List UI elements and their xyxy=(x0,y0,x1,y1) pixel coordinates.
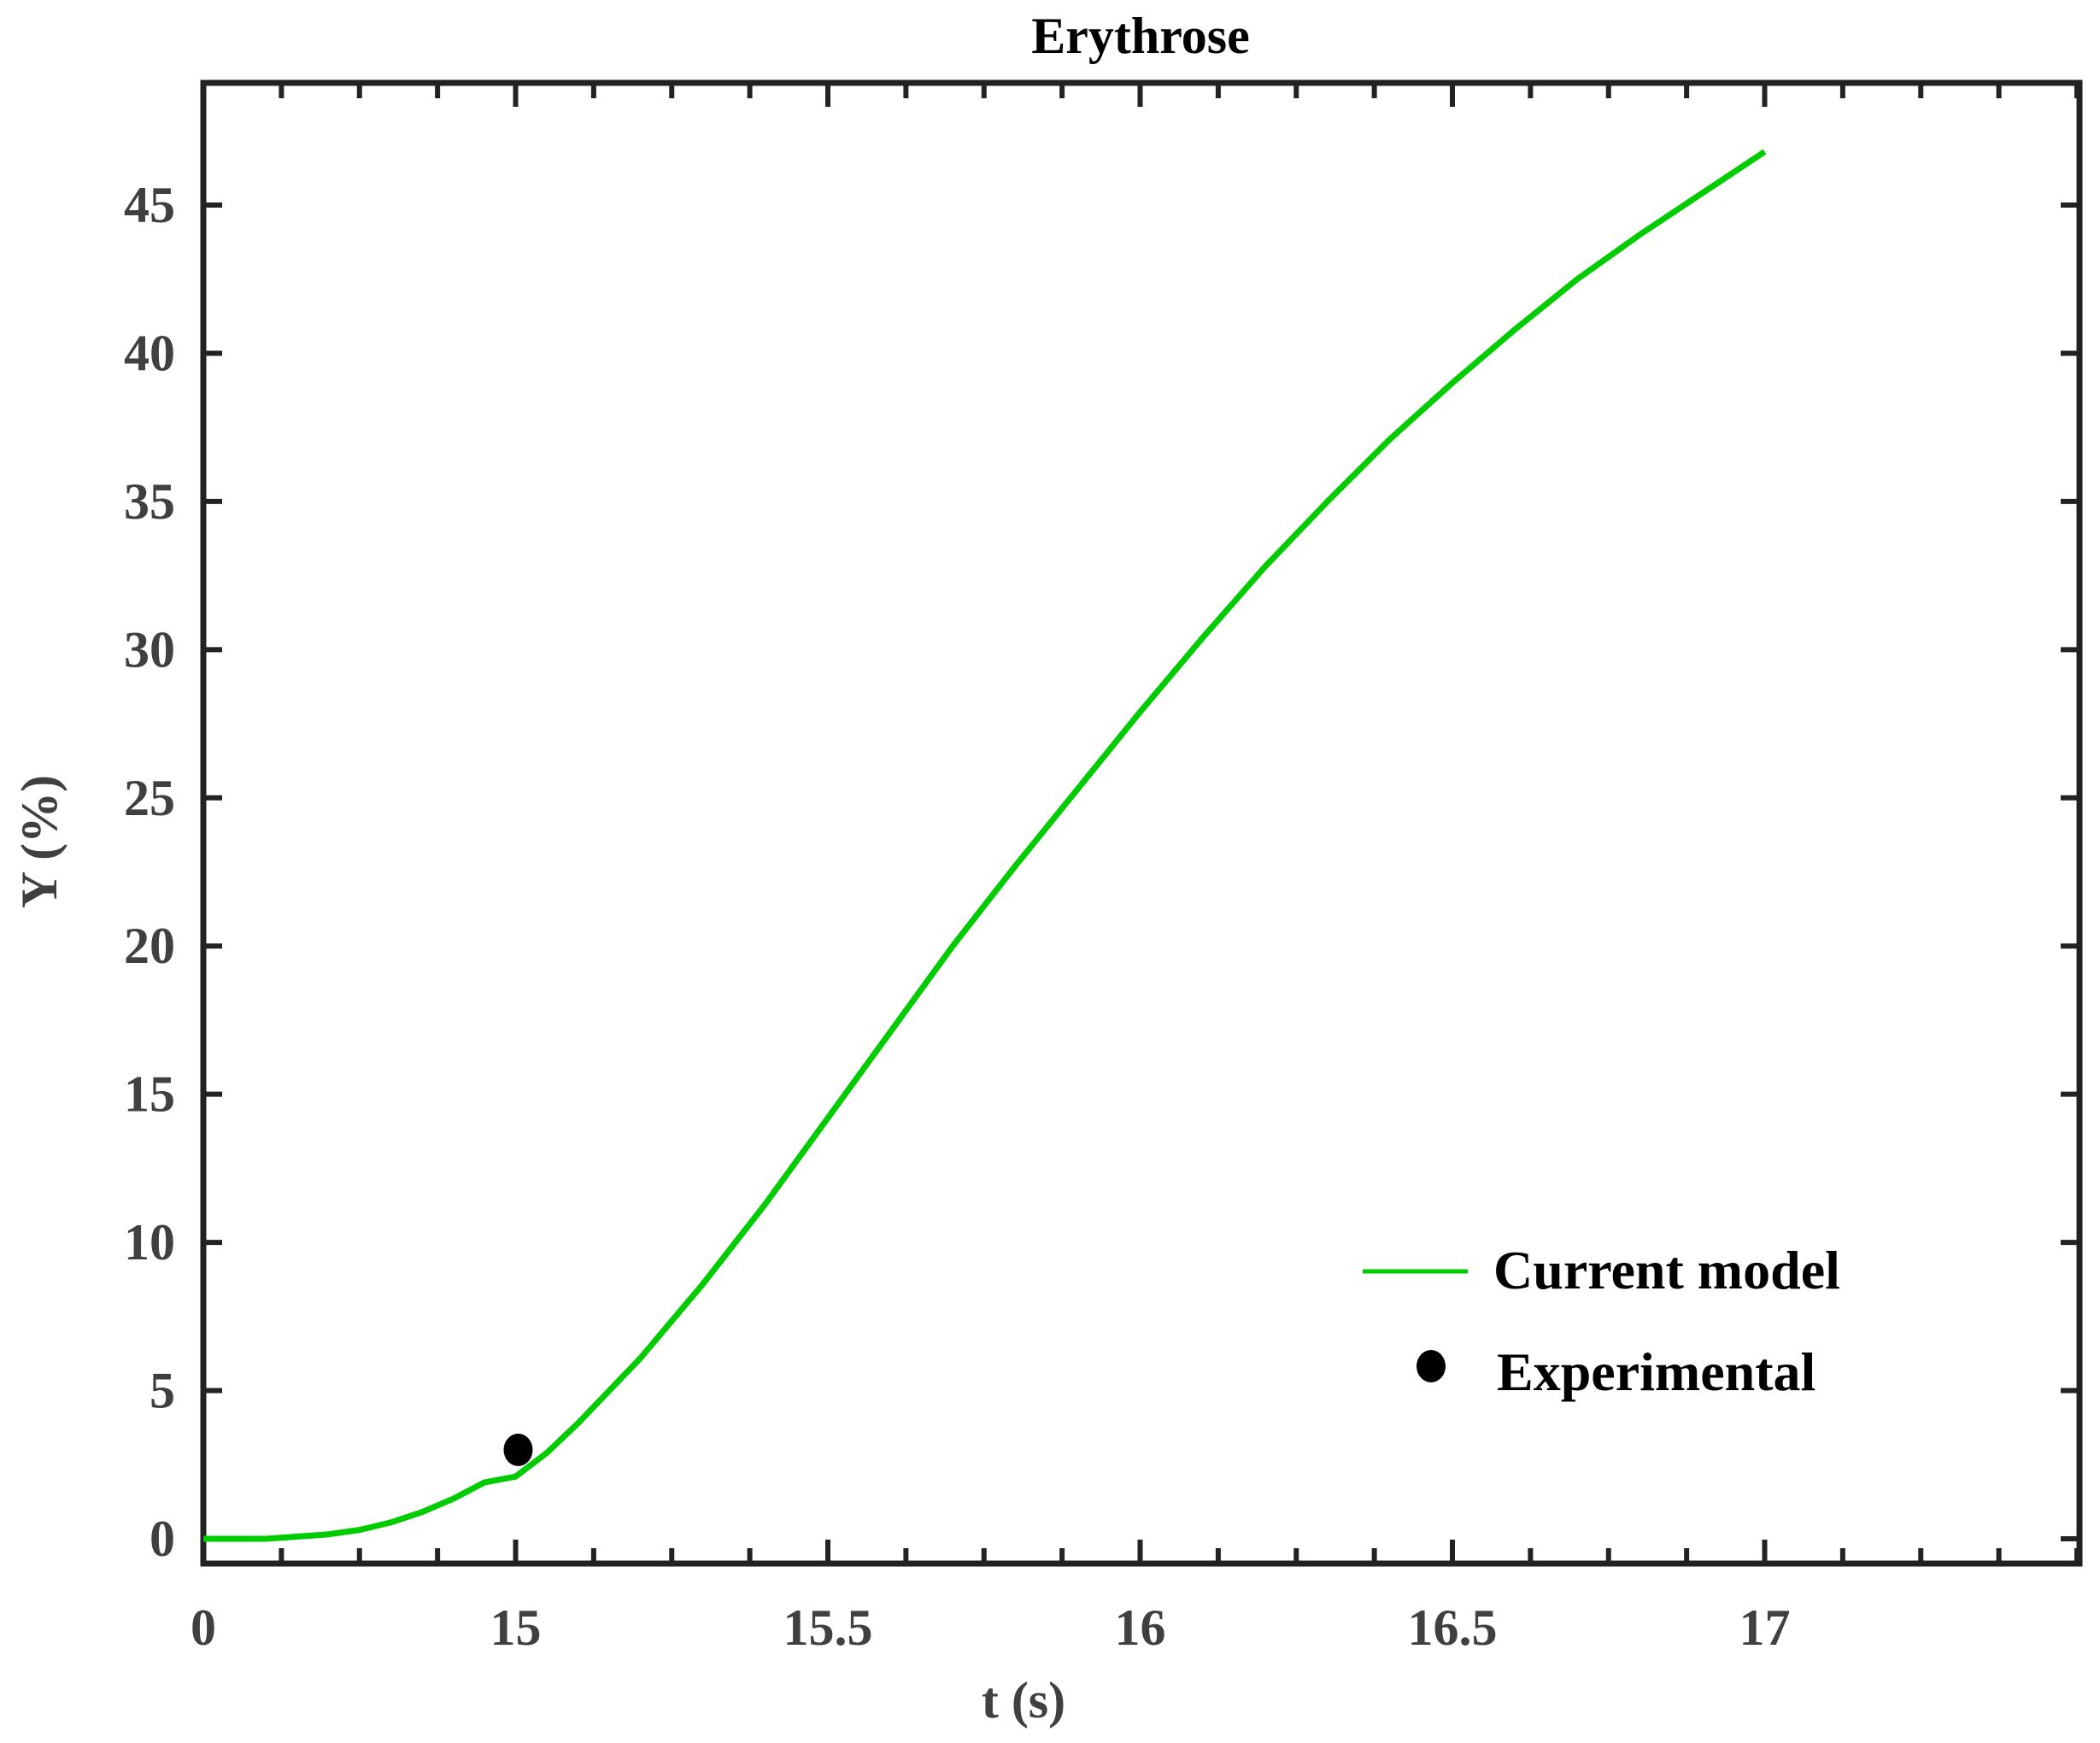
y-tick-label: 25 xyxy=(124,770,175,826)
y-tick-labels: 0 5 10 15 20 25 30 35 40 45 xyxy=(124,177,175,1567)
x-tick-labels: 0 15 15.5 16 16.5 17 xyxy=(191,1599,1791,1656)
y-tick-label: 35 xyxy=(124,473,175,530)
y-tick-label: 15 xyxy=(124,1066,175,1123)
chart-title: Erythrose xyxy=(1031,8,1250,64)
y-axis-label: Y (%) xyxy=(11,775,67,908)
x-tick-label: 16 xyxy=(1115,1599,1166,1656)
y-tick-label: 45 xyxy=(124,177,175,233)
legend-label-experimental: Experimental xyxy=(1497,1341,1816,1402)
series-current-model-line xyxy=(203,149,1767,1542)
y-tick-label: 20 xyxy=(124,918,175,974)
x-tick-label: 0 xyxy=(191,1599,216,1656)
y-tick-label: 0 xyxy=(150,1511,175,1567)
y-tick-label: 40 xyxy=(124,325,175,381)
axis-ticks xyxy=(203,83,2079,1564)
x-tick-label: 16.5 xyxy=(1408,1599,1498,1656)
legend-label-current-model: Current model xyxy=(1493,1240,1840,1300)
y-tick-label: 30 xyxy=(124,621,175,678)
x-axis-label: t (s) xyxy=(982,1672,1065,1728)
x-tick-label: 17 xyxy=(1739,1599,1791,1656)
legend: Current model Experimental xyxy=(1363,1240,1840,1402)
legend-dot-icon xyxy=(1417,1350,1446,1382)
y-tick-label: 10 xyxy=(124,1214,175,1271)
y-tick-label: 5 xyxy=(150,1363,175,1419)
x-tick-label: 15 xyxy=(490,1599,542,1656)
series-experimental-points xyxy=(503,1433,533,1466)
x-tick-label: 15.5 xyxy=(783,1599,873,1656)
experimental-point xyxy=(503,1433,533,1466)
